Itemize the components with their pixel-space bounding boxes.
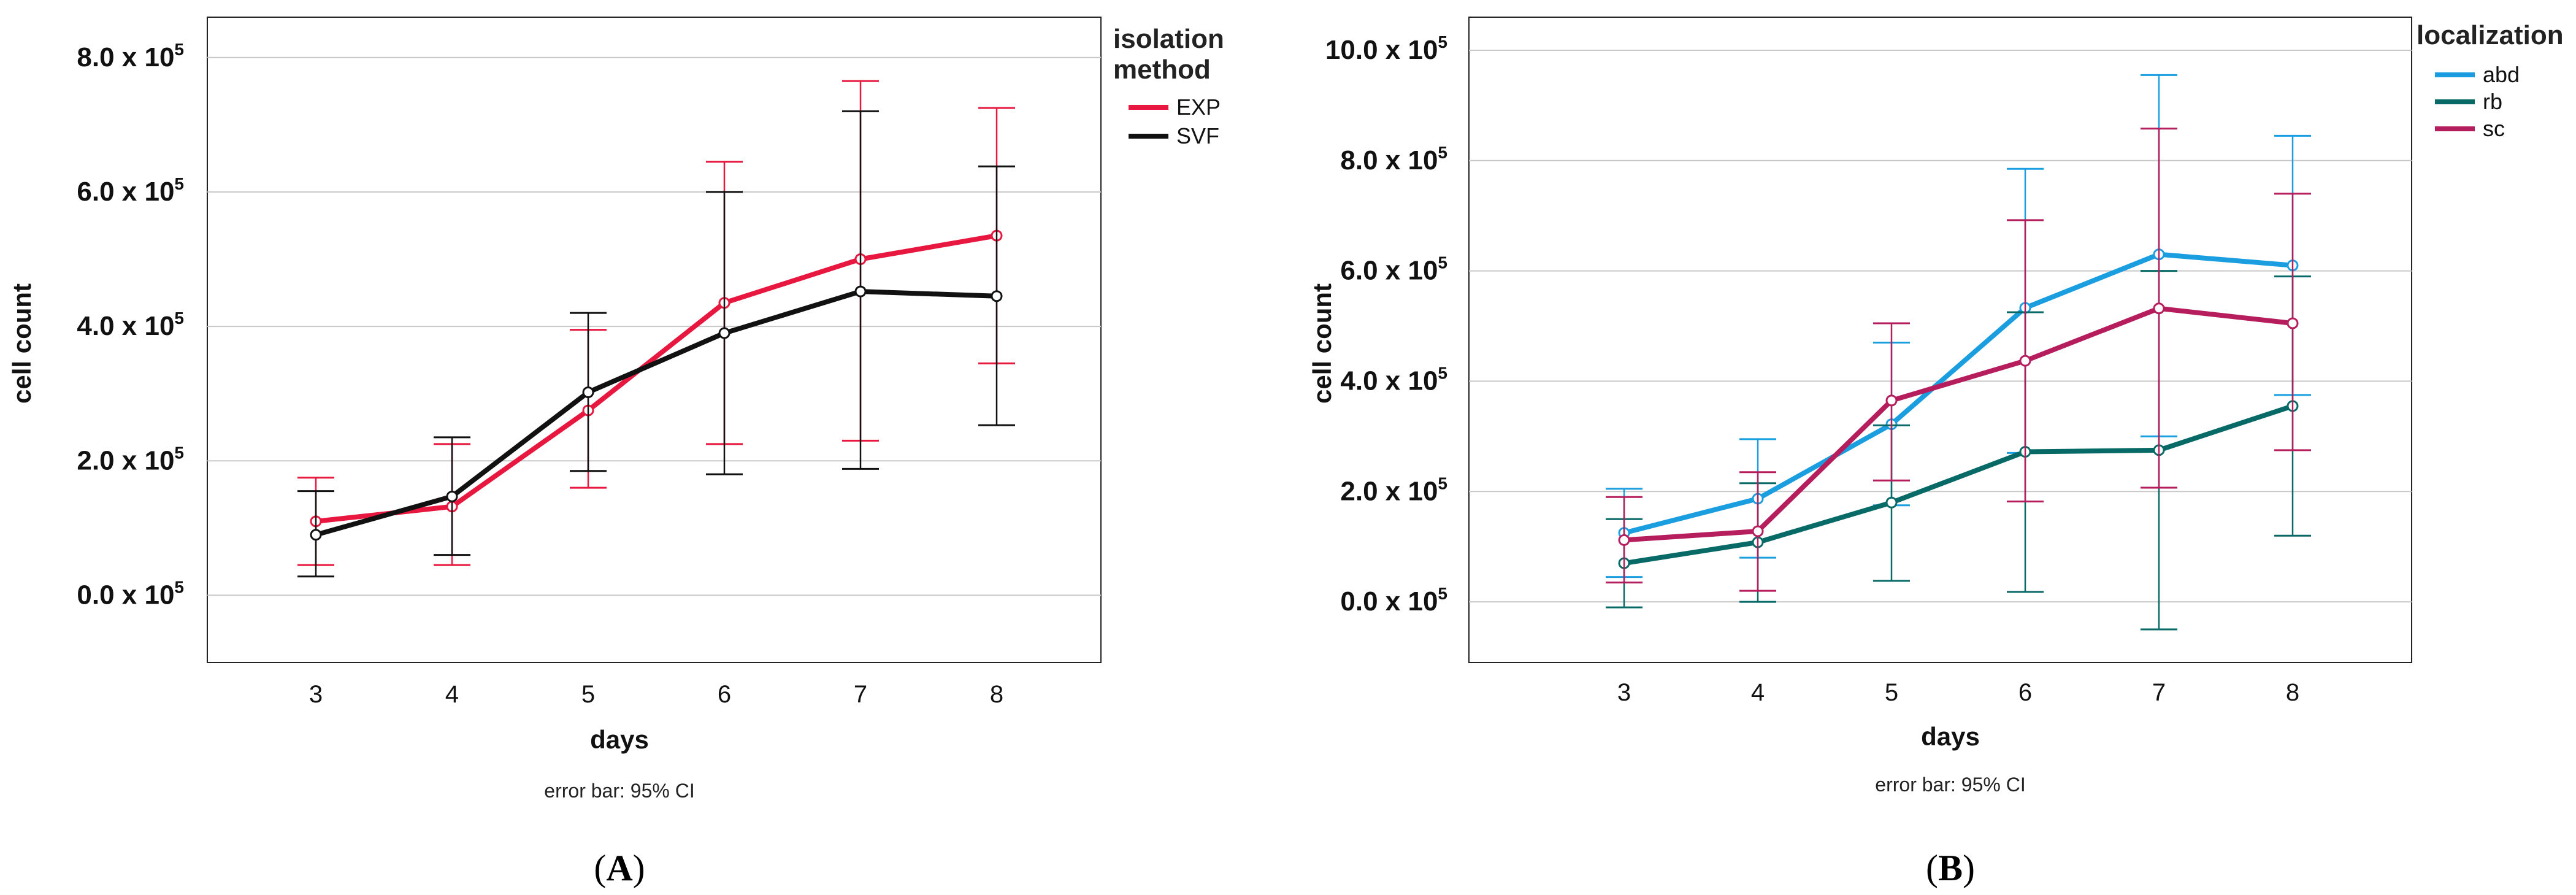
legend-label-rb: rb [2483,89,2502,114]
data-point-rb-5 [1885,496,1898,509]
data-point-svf-4 [446,490,458,502]
x-tick-label-b-3: 6 [2018,679,2032,706]
data-point-svf-5 [582,386,594,398]
y-tick-label-b-4: 8.0 x 105 [1340,143,1447,175]
gridlines-b [1469,49,2412,603]
series-svf [297,110,1015,578]
x-tick-label-a-4: 7 [854,681,867,708]
x-tick-label-b-5: 8 [2286,679,2299,706]
y-axis-title-b: cell count [1308,283,1336,404]
panel-label-a-letter: A [606,848,632,888]
panel-a: 0.0 x 105 2.0 x 105 4.0 x 105 6.0 x 105 8.0 … [7,17,1224,888]
x-tick-label-a-2: 5 [581,681,595,708]
data-point-sc-8 [2287,317,2299,329]
x-tick-label-b-4: 7 [2152,679,2166,706]
y-tick-label-b-0: 0.0 x 105 [1340,584,1447,617]
y-tick-label-a-2: 4.0 x 105 [77,309,184,341]
data-point-sc-3 [1618,534,1630,546]
legend-label-sc: sc [2483,116,2505,141]
x-tick-label-b-2: 5 [1885,679,1898,706]
panel-label-a: (A) [594,848,645,888]
series-sc [1606,128,2311,592]
series-group-a [297,80,1015,578]
series-line-sc [1623,305,2293,543]
x-axis-title-a: days [590,725,649,754]
x-tick-label-b-0: 3 [1617,679,1631,706]
panel-label-b-open: ( [1926,848,1938,888]
y-tick-label-b-3: 6.0 x 105 [1340,253,1447,286]
legend-title-a-line2: method [1113,55,1211,85]
y-tick-label-a-1: 2.0 x 105 [77,443,184,475]
gridlines-a [207,56,1101,596]
y-tick-labels-b: 0.0 x 105 2.0 x 105 4.0 x 105 6.0 x 105 8.0 … [1325,33,1447,617]
x-tick-labels-a: 3 4 5 6 7 8 [309,681,1003,708]
y-tick-label-a-4: 8.0 x 105 [77,40,184,72]
legend-label-exp: EXP [1176,94,1221,120]
caption-b: error bar: 95% CI [1875,774,2025,796]
data-point-svf-7 [854,285,867,298]
x-tick-label-b-1: 4 [1751,679,1765,706]
panel-label-b: (B) [1926,848,1975,888]
panel-label-a-close: ) [633,848,645,888]
y-tick-labels-a: 0.0 x 105 2.0 x 105 4.0 x 105 6.0 x 105 8.0 … [77,40,184,610]
data-point-sc-4 [1752,525,1764,537]
x-tick-labels-b: 3 4 5 6 7 8 [1617,679,2299,706]
series-line-rb [1623,404,2294,566]
data-point-svf-6 [718,327,730,339]
panel-b: 0.0 x 105 2.0 x 105 4.0 x 105 6.0 x 105 8.0 … [1308,17,2564,888]
legend-b: localization abd rb sc [2417,20,2564,141]
legend-label-abd: abd [2483,62,2520,87]
legend-title-b: localization [2417,20,2564,50]
y-tick-label-a-3: 6.0 x 105 [77,174,184,207]
panel-label-b-letter: B [1938,848,1963,888]
y-tick-label-b-2: 4.0 x 105 [1340,363,1447,396]
x-tick-label-a-5: 8 [990,681,1003,708]
series-group-b [1606,74,2311,631]
y-tick-label-b-1: 2.0 x 105 [1340,474,1447,506]
panel-label-a-open: ( [594,848,606,888]
series-rb [1606,270,2311,631]
y-axis-title-a: cell count [7,283,36,404]
data-point-svf-3 [310,529,322,541]
series-line-svf [315,289,997,537]
y-tick-label-b-5: 10.0 x 105 [1325,33,1447,65]
x-tick-label-a-3: 6 [718,681,731,708]
data-point-sc-6 [2019,355,2031,367]
legend-title-a-line1: isolation [1113,24,1224,54]
plot-frame-b [1468,17,2412,663]
data-point-sc-7 [2153,302,2165,315]
series-line-abd [1623,252,2293,536]
legend-label-svf: SVF [1176,123,1219,148]
caption-a: error bar: 95% CI [544,780,694,802]
plot-frame-a [207,17,1102,663]
data-point-sc-5 [1885,394,1898,407]
x-tick-label-a-0: 3 [309,681,323,708]
series-line-exp [315,233,997,524]
data-point-svf-8 [991,290,1003,302]
y-tick-label-a-0: 0.0 x 105 [77,577,184,610]
legend-a: isolation method EXP SVF [1113,24,1224,148]
x-axis-title-b: days [1921,722,1980,751]
series-abd [1606,74,2311,578]
x-tick-label-a-1: 4 [445,681,459,708]
panel-label-b-close: ) [1963,848,1975,888]
series-exp [297,80,1015,566]
